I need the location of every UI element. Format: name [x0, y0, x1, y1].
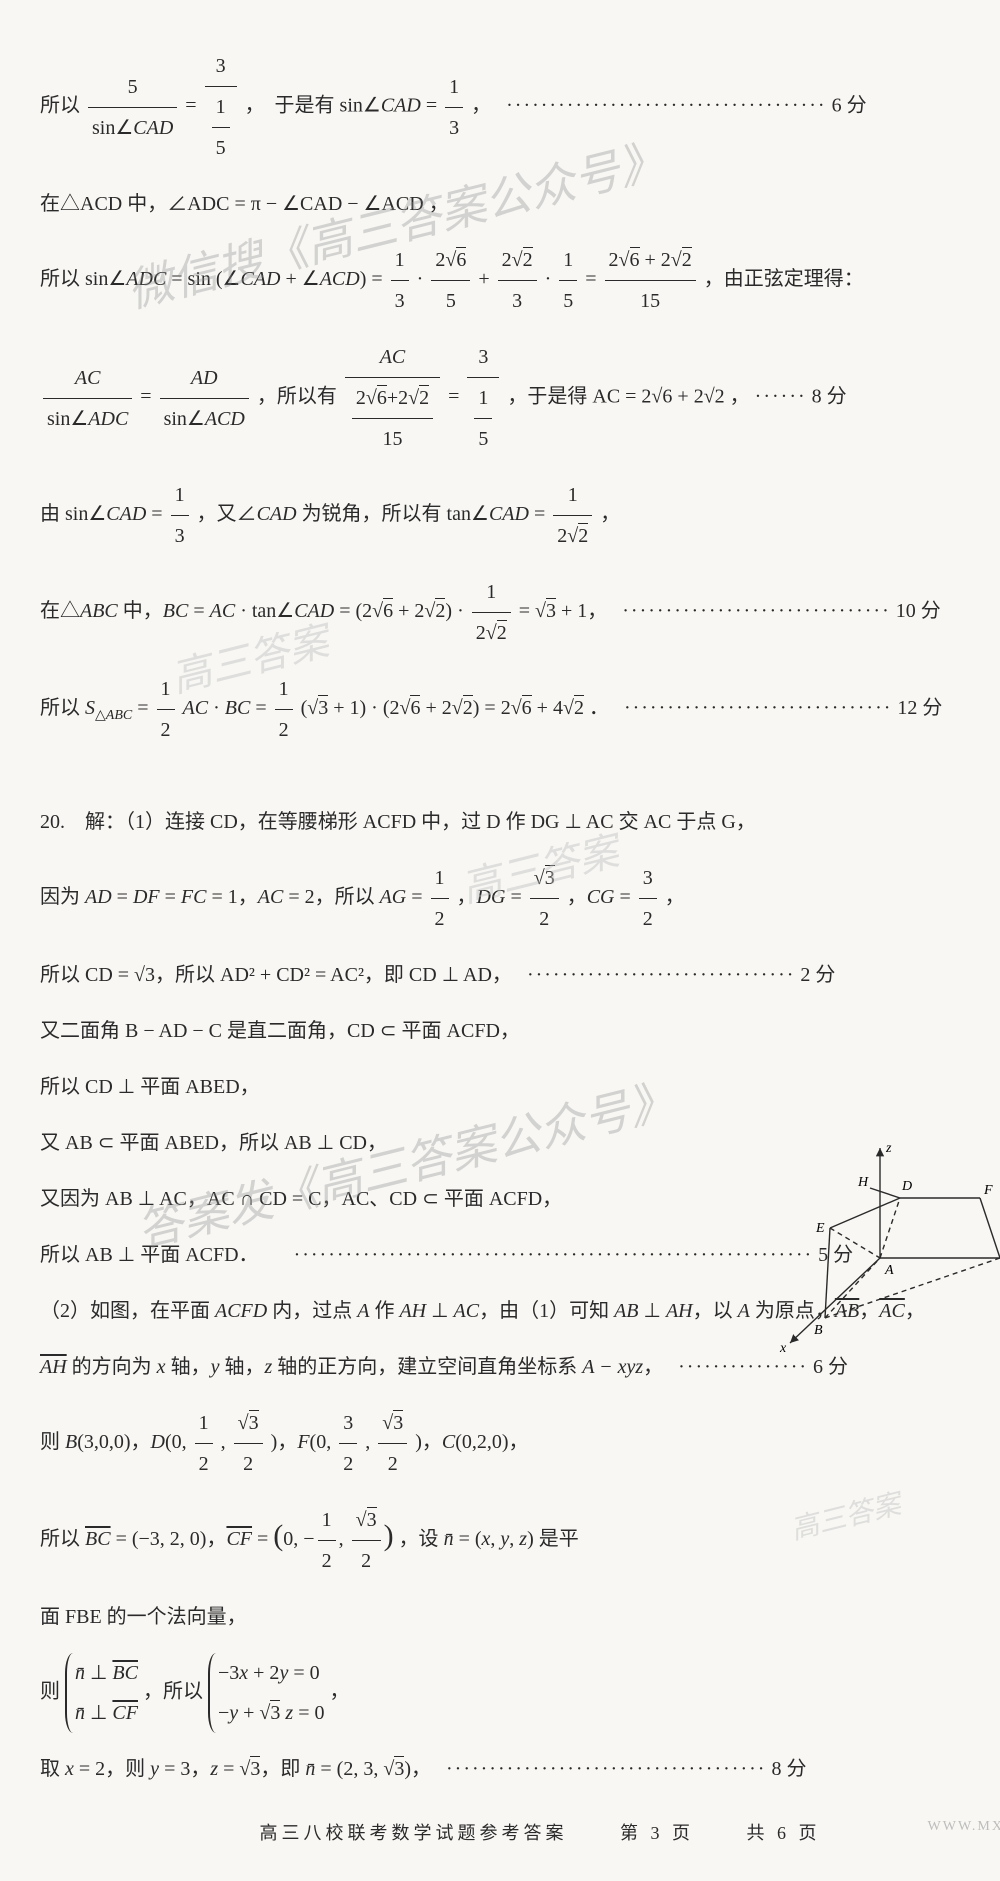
score: 12 分 [897, 697, 942, 719]
label-F: F [983, 1183, 993, 1198]
equation-line-7: 所以 S△ABC = 12 AC · BC = 12 (√3 + 1) · (2… [40, 669, 1000, 750]
q20-l2: 所以 CD = √3，所以 AD² + CD² = AC²，即 CD ⊥ AD，… [40, 955, 1000, 995]
score: 8 分 [771, 1758, 806, 1780]
text: ， [330, 1681, 350, 1703]
dots: ··············· [678, 1356, 808, 1378]
footer-title: 高三八校联考数学试题参考答案 [260, 1823, 568, 1843]
dots: ······························· [527, 964, 795, 986]
dots: ····································· [446, 1758, 766, 1780]
geometry-diagram: z y x A B C D F H E [770, 1138, 1000, 1358]
page-footer: 高三八校联考数学试题参考答案 第 3 页 共 6 页 [40, 1815, 1000, 1851]
label-E: E [815, 1221, 825, 1236]
equation-line-1: 所以 5 sin∠CAD = 3 15 ， 于是有 sin∠CAD = 13 ，… [40, 46, 1000, 168]
p2-l7: 取 x = 2，则 y = 3，z = √3，即 n̄ = (2, 3, √3)… [40, 1749, 1000, 1789]
footer-total: 共 6 页 [747, 1823, 821, 1843]
text: ，于是得 AC = 2√6 + 2√2 ， [507, 386, 749, 408]
label-H: H [857, 1175, 869, 1190]
p2-l3: 则 B(3,0,0)，D(0, 12 , √32 )，F(0, 32 , √32… [40, 1403, 1000, 1484]
text: 在△ABC 中，BC = AC · tan∠CAD = (2√6 + 2√2) … [40, 598, 469, 622]
score: 2 分 [800, 964, 835, 986]
text: ，由正弦定理得： [704, 268, 864, 290]
p2-l5: 面 FBE 的一个法向量， [40, 1597, 1000, 1637]
label-x: x [779, 1341, 787, 1356]
dots: ········································… [294, 1244, 814, 1266]
text: 由 sin∠CAD = [40, 503, 168, 525]
score: 6 分 [832, 95, 867, 117]
text: ， 于是有 sin∠CAD = [245, 95, 443, 117]
text: ，所以有 [257, 386, 342, 408]
q20-l1: 因为 AD = DF = FC = 1，AC = 2，所以 AG = 12 ，D… [40, 858, 1000, 939]
label-D: D [901, 1179, 912, 1194]
p2-case: 则 n̄ ⊥ BC n̄ ⊥ CF ，所以 −3x + 2y = 0 −y + … [40, 1653, 1000, 1733]
label-B: B [814, 1323, 823, 1338]
text: ，所以 [143, 1681, 203, 1703]
equation-line-5: 由 sin∠CAD = 13 ，又∠CAD 为锐角，所以有 tan∠CAD = … [40, 475, 1000, 556]
dots: ····································· [506, 95, 826, 117]
mx-url-badge: WWW.MXQE.COM [928, 1813, 1000, 1841]
q20-l4: 所以 CD ⊥ 平面 ABED， [40, 1067, 1000, 1107]
text: 所以 AB ⊥ 平面 ACFD． [40, 1244, 249, 1266]
dots: ······ [755, 386, 807, 408]
text: 所以 S△ABC = [40, 697, 154, 719]
text: 所以 [40, 95, 85, 117]
watermark-5: 高三答案 [785, 1477, 907, 1558]
fraction: 13 [445, 67, 463, 148]
score: 6 分 [813, 1356, 848, 1378]
dots: ······························· [624, 697, 892, 719]
q20-l3: 又二面角 B − AD − C 是直二面角，CD ⊂ 平面 ACFD， [40, 1011, 1000, 1051]
q20-header: 20. 解：（1）连接 CD，在等腰梯形 ACFD 中，过 D 作 DG ⊥ A… [40, 802, 1000, 842]
footer-page: 第 3 页 [620, 1823, 694, 1843]
dots: ······························· [622, 600, 890, 622]
equation-line-2: 在△ACD 中，∠ADC = π − ∠CAD − ∠ACD ， [40, 184, 1000, 224]
equation-line-6: 在△ABC 中，BC = AC · tan∠CAD = (2√6 + 2√2) … [40, 572, 1000, 653]
fraction: 5 sin∠CAD [88, 67, 177, 148]
text: 则 [40, 1681, 60, 1703]
score: 10 分 [896, 600, 941, 622]
label-z: z [885, 1141, 892, 1156]
fraction: 3 15 [205, 46, 237, 168]
text: 所以 CD = √3，所以 AD² + CD² = AC²，即 CD ⊥ AD， [40, 964, 502, 986]
text: 所以 sin∠ADC = sin (∠CAD + ∠ACD) = [40, 268, 388, 290]
score: 8 分 [812, 386, 847, 408]
p2-l4: 所以 BC = (−3, 2, 0)，CF = (0, −12, √32) ，设… [40, 1500, 700, 1581]
equation-line-4: ACsin∠ADC = ADsin∠ACD ，所以有 AC2√6+2√215 =… [40, 337, 1000, 459]
label-A: A [884, 1263, 894, 1278]
equation-line-3: 所以 sin∠ADC = sin (∠CAD + ∠ACD) = 13 · 2√… [40, 240, 1000, 321]
text: 在△ACD 中，∠ADC = π − ∠CAD − ∠ACD ， [40, 193, 449, 215]
